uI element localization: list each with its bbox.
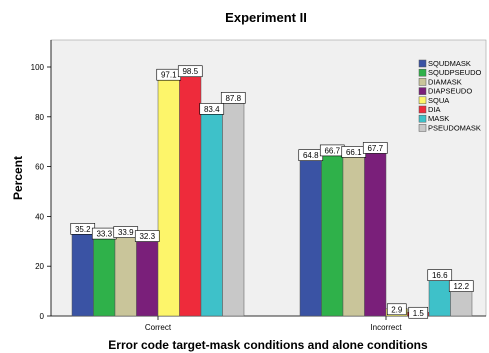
bar-mask-correct <box>200 108 223 317</box>
legend: SQUDMASKSQUDPSEUDODIAMASKDIAPSEUDOSQUADI… <box>418 59 482 132</box>
data-label: 35.2 <box>75 225 91 234</box>
bar-pseudomask-correct <box>222 97 245 317</box>
data-label-box <box>199 103 225 115</box>
data-label-box <box>220 92 246 104</box>
data-label: 2.9 <box>391 305 403 314</box>
data-label: 98.5 <box>182 67 198 76</box>
bar-diapseudo-correct <box>136 235 159 317</box>
legend-label: DIAPSEUDO <box>428 87 472 96</box>
bar-diamask-correct <box>114 231 137 317</box>
legend-label: DIAMASK <box>428 77 462 86</box>
y-tick-label: 0 <box>40 312 45 321</box>
data-labels: 35.2 33.3 33.9 32.3 97.1 98.5 83.4 87.8 64.8 66.7… <box>70 65 474 319</box>
data-label: 1.5 <box>413 309 425 318</box>
legend-swatch-diamask <box>418 78 427 86</box>
bar-squdpseudo-correct <box>93 232 116 317</box>
data-label-box <box>427 269 453 281</box>
legend-label: DIA <box>428 105 441 114</box>
data-label-box <box>362 142 388 154</box>
data-label-box <box>134 230 160 242</box>
legend-swatch-mask <box>418 114 427 123</box>
data-label-box <box>386 303 407 316</box>
data-label: 32.3 <box>139 232 155 241</box>
y-axis-title: Percent <box>11 156 25 200</box>
data-label: 66.1 <box>346 148 362 157</box>
legend-swatch-pseudomask <box>418 124 427 132</box>
y-axis: 0 20 40 60 80 100 <box>31 40 52 321</box>
data-label-box <box>448 280 474 292</box>
bars <box>71 70 473 317</box>
bar-squa-correct <box>157 73 180 317</box>
legend-swatch-squa <box>418 96 427 105</box>
data-label: 83.4 <box>204 105 220 114</box>
x-axis-title: Error code target-mask conditions and al… <box>108 338 428 352</box>
bar-diamask-incorrect <box>342 151 365 317</box>
legend-label: SQUDMASK <box>428 59 471 68</box>
legend-label: SQUA <box>428 96 449 105</box>
bar-diapseudo-incorrect <box>364 147 387 317</box>
data-label: 66.7 <box>324 146 340 155</box>
data-label: 16.6 <box>432 271 448 280</box>
chart-title: Experiment II <box>225 10 307 25</box>
bar-dia-correct <box>179 70 202 317</box>
legend-swatch-dia <box>418 105 427 114</box>
y-tick-label: 100 <box>31 63 45 72</box>
bar-squdmask-correct <box>71 228 94 317</box>
data-label: 33.3 <box>96 230 112 239</box>
legend-label: SQUDPSEUDO <box>428 68 482 77</box>
legend-swatch-squdpseudo <box>418 68 427 77</box>
legend-label: PSEUDOMASK <box>428 123 481 132</box>
legend-swatch-squdmask <box>418 59 427 68</box>
data-label: 67.7 <box>367 144 383 153</box>
x-tick-label: Correct <box>145 323 172 332</box>
x-tick-label: Incorrect <box>370 323 402 332</box>
legend-label: MASK <box>428 114 449 123</box>
data-label: 87.8 <box>225 94 241 103</box>
y-tick-label: 20 <box>35 262 44 271</box>
y-tick-label: 60 <box>35 163 44 172</box>
data-label: 12.2 <box>453 282 469 291</box>
bar-squdmask-incorrect <box>299 154 322 317</box>
data-label: 64.8 <box>303 151 319 160</box>
y-tick-label: 40 <box>35 212 44 221</box>
bar-squdpseudo-incorrect <box>321 149 344 317</box>
y-tick-label: 80 <box>35 113 44 122</box>
data-label: 33.9 <box>118 228 134 237</box>
data-label: 97.1 <box>161 71 177 80</box>
data-label-box <box>177 65 203 78</box>
data-label-box <box>408 306 429 319</box>
legend-swatch-diapseudo <box>418 87 427 95</box>
